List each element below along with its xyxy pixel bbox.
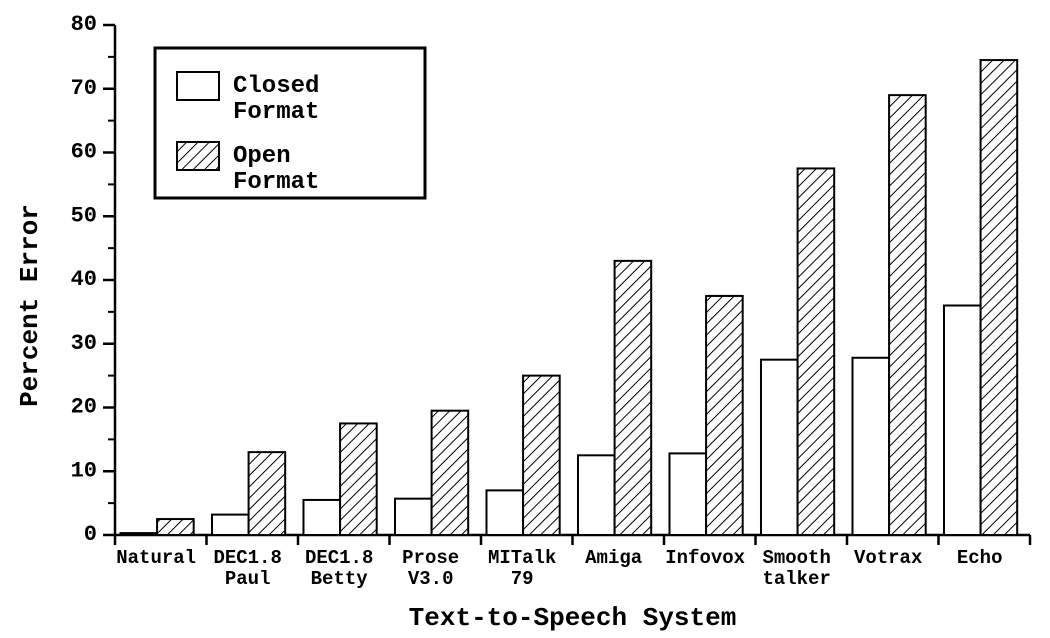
bar-open [889, 95, 926, 535]
legend-label-closed: Closed [233, 73, 319, 100]
x-category-label: DEC1.8 [305, 547, 373, 569]
bar-open [523, 376, 560, 535]
bar-closed [578, 455, 615, 535]
legend: ClosedFormatOpenFormat [155, 48, 425, 198]
bar-open [157, 519, 194, 535]
y-tick-label: 0 [84, 522, 97, 547]
x-labels: NaturalDEC1.8PaulDEC1.8BettyProseV3.0MIT… [116, 547, 1002, 590]
y-tick-label: 20 [71, 395, 97, 420]
x-category-label: DEC1.8 [213, 547, 281, 569]
x-category-label: talker [762, 568, 830, 590]
y-tick-label: 40 [71, 267, 97, 292]
legend-swatch-open [177, 142, 219, 170]
x-category-label: V3.0 [408, 568, 454, 590]
x-category-label: 79 [511, 568, 534, 590]
x-category-label: Paul [225, 568, 271, 590]
x-category-label: MITalk [488, 547, 556, 569]
bar-closed [303, 500, 340, 535]
y-tick-label: 80 [71, 12, 97, 37]
x-ticks [115, 535, 1030, 545]
error-by-tts-chart: 01020304050607080 NaturalDEC1.8PaulDEC1.… [0, 0, 1050, 638]
x-category-label: Betty [311, 568, 369, 590]
bar-closed [852, 358, 889, 535]
x-category-label: Natural [116, 547, 196, 569]
bar-open [615, 261, 652, 535]
legend-label-open: Format [233, 169, 319, 196]
y-tick-label: 30 [71, 331, 97, 356]
bar-closed [669, 453, 706, 535]
x-category-label: Prose [402, 547, 459, 569]
x-axis-title: Text-to-Speech System [409, 603, 737, 633]
bar-open [798, 168, 835, 535]
bar-open [249, 452, 286, 535]
bar-closed [212, 515, 249, 535]
y-tick-label: 70 [71, 76, 97, 101]
bar-open [706, 296, 743, 535]
y-tick-label: 50 [71, 203, 97, 228]
y-ticks: 0 10 20 30 40 50 60 70 80 [71, 12, 115, 547]
y-tick-label: 60 [71, 140, 97, 165]
bar-open [340, 423, 377, 535]
bar-open [981, 60, 1018, 535]
x-category-label: Smooth [762, 547, 830, 569]
y-tick-label: 10 [71, 458, 97, 483]
bar-closed [761, 360, 798, 535]
x-category-label: Echo [957, 547, 1003, 569]
bar-closed [486, 490, 523, 535]
legend-swatch-closed [177, 72, 219, 100]
legend-label-open: Open [233, 143, 291, 170]
bar-closed [944, 306, 981, 536]
bar-closed [395, 499, 432, 535]
bar-closed [120, 533, 157, 535]
x-category-label: Infovox [665, 547, 745, 569]
legend-label-closed: Format [233, 99, 319, 126]
x-category-label: Amiga [585, 547, 642, 569]
bar-open [432, 411, 469, 535]
chart-svg: 01020304050607080 NaturalDEC1.8PaulDEC1.… [0, 0, 1050, 638]
x-category-label: Votrax [854, 547, 922, 569]
y-axis-title: Percent Error [15, 204, 45, 407]
